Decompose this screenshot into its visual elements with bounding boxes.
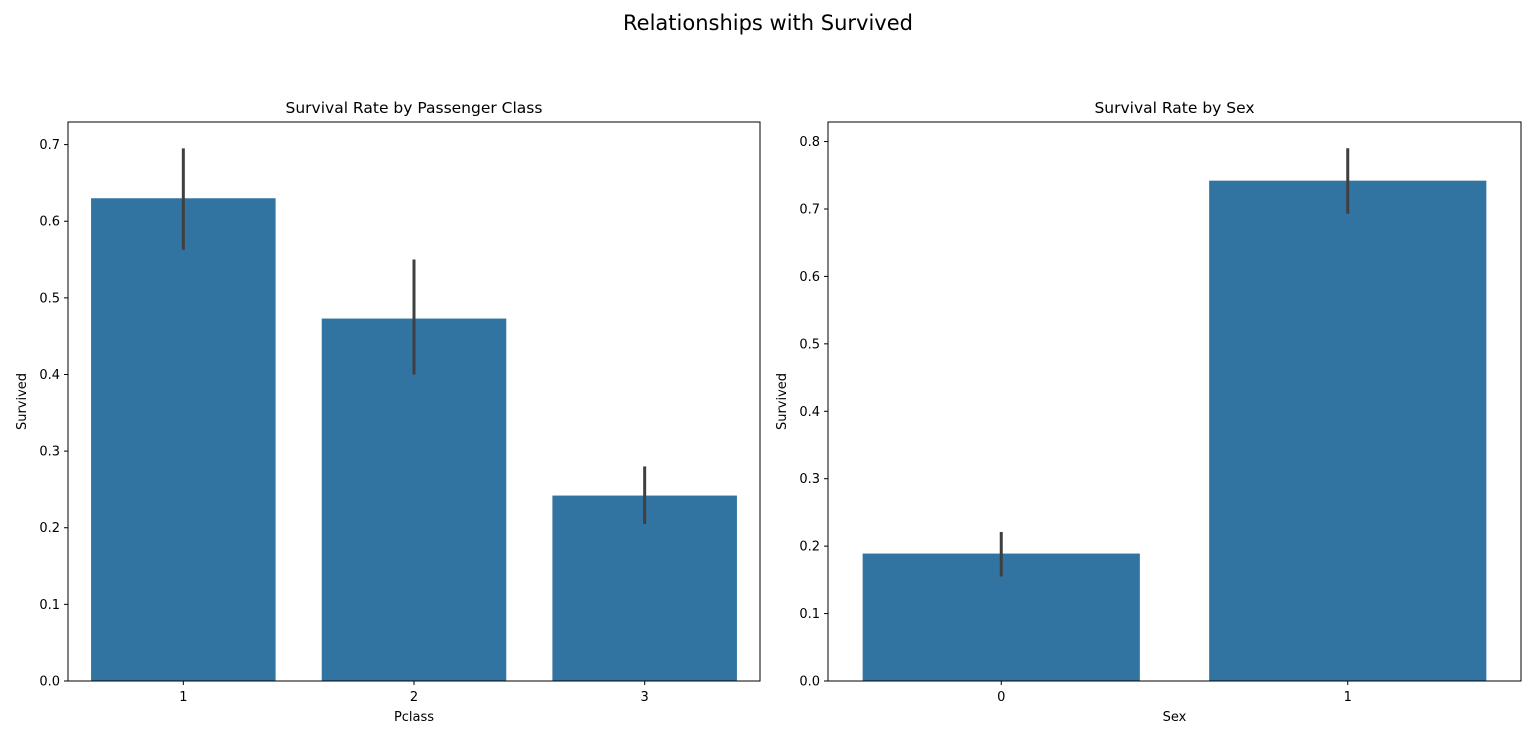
subplot-passenger-class: 0.0 0.1 0.2 0.3 0.4 0.5 0.6 0.7 1 2 3 Survival Ra… (15, 99, 761, 725)
bars-layer (862, 180, 1487, 681)
bar-3 (552, 495, 737, 681)
y-tick-label: 0.7 (39, 138, 60, 153)
x-tick-label: 2 (410, 690, 418, 705)
y-axis-ticks: 0.0 0.1 0.2 0.3 0.4 0.5 0.6 0.7 0.8 (799, 135, 828, 690)
y-tick-label: 0.6 (39, 215, 60, 230)
figure-suptitle: Relationships with Survived (623, 11, 913, 35)
subplot-title: Survival Rate by Passenger Class (286, 99, 543, 117)
x-axis-label: Sex (1163, 710, 1187, 725)
y-tick-label: 0.4 (39, 368, 60, 383)
bars-layer (91, 198, 737, 681)
y-tick-label: 0.0 (39, 675, 60, 690)
y-tick-label: 0.7 (799, 202, 820, 217)
x-axis-label: Pclass (394, 710, 434, 725)
y-tick-label: 0.1 (39, 598, 60, 613)
y-tick-label: 0.3 (39, 445, 60, 460)
x-tick-label: 1 (179, 690, 187, 705)
y-tick-label: 0.1 (799, 607, 820, 622)
bar-1 (91, 198, 276, 681)
y-tick-label: 0.4 (799, 405, 820, 420)
x-tick-label: 0 (997, 690, 1005, 705)
subplot-title: Survival Rate by Sex (1094, 99, 1254, 117)
y-axis-label: Survived (15, 373, 30, 430)
x-axis-ticks: 1 2 3 (179, 681, 649, 705)
bar-2 (321, 318, 507, 681)
y-tick-label: 0.2 (799, 540, 820, 555)
y-axis-ticks: 0.0 0.1 0.2 0.3 0.4 0.5 0.6 0.7 (39, 138, 68, 690)
y-tick-label: 0.6 (799, 270, 820, 285)
y-tick-label: 0.0 (799, 675, 820, 690)
y-tick-label: 0.5 (799, 337, 820, 352)
y-tick-label: 0.2 (39, 521, 60, 536)
x-tick-label: 3 (641, 690, 649, 705)
x-tick-label: 1 (1344, 690, 1352, 705)
y-axis-label: Survived (775, 373, 790, 430)
errorbars-layer (181, 148, 647, 524)
axes-frame (827, 121, 1522, 682)
errorbars-layer (999, 148, 1350, 577)
y-tick-label: 0.3 (799, 472, 820, 487)
bar-1 (1209, 180, 1487, 681)
y-tick-label: 0.8 (799, 135, 820, 150)
y-tick-label: 0.5 (39, 291, 60, 306)
